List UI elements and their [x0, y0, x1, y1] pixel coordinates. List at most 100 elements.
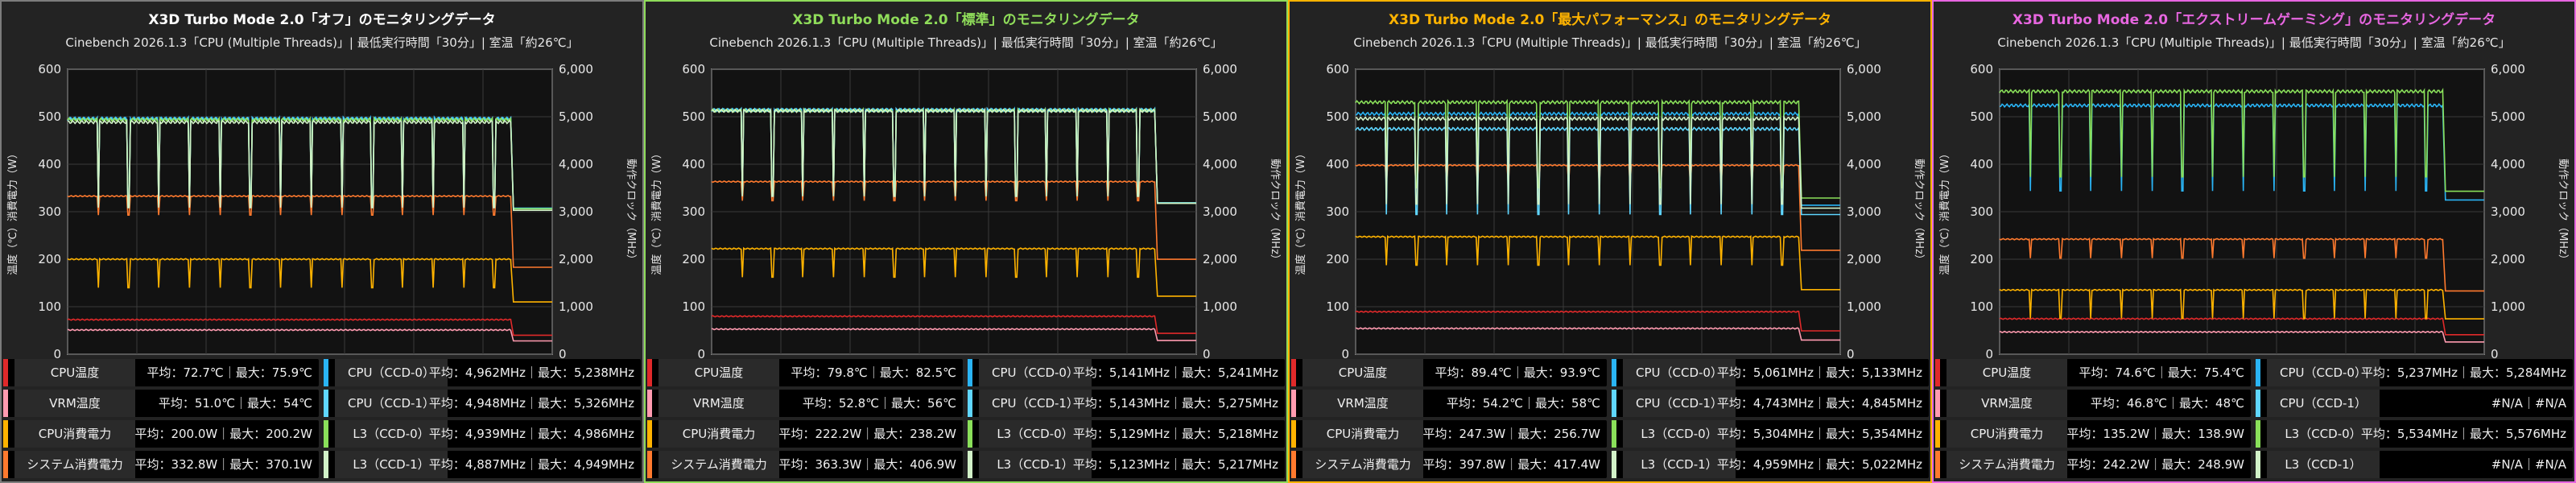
y-right-tick-label: 1,000 [559, 299, 593, 314]
stat-row-left: VRM温度 平均：52.8℃｜最大：56℃ [647, 390, 963, 417]
stat-row-right: CPU（CCD-1） 平均：4,948MHz｜最大：5,326MHz [324, 390, 641, 417]
y-left-tick-label: 100 [1326, 299, 1349, 314]
stat-value: 平均：222.2W｜最大：238.2W [778, 427, 956, 441]
y-left-tick-label: 100 [682, 299, 705, 314]
series-color-stripe [3, 390, 8, 417]
y-right-tick-label: 0 [2491, 347, 2499, 361]
stat-label: L3（CCD-0） [2267, 420, 2380, 448]
stat-label: システム消費電力 [1946, 451, 2067, 478]
stat-row-left: CPU温度 平均：74.6℃｜最大：75.4℃ [1935, 359, 2251, 386]
monitoring-panel: X3D Turbo Mode 2.0「標準」のモニタリングデータ Cinebenc… [644, 0, 1288, 483]
monitoring-panel: X3D Turbo Mode 2.0「最大パフォーマンス」のモニタリングデータ C… [1288, 0, 1932, 483]
stat-label: CPU（CCD-1） [979, 390, 1092, 417]
y-left-tick-label: 500 [38, 109, 61, 124]
y-left-tick-label: 400 [682, 157, 705, 171]
series-line-cpu-power [1355, 234, 1840, 291]
stat-value: 平均：79.8℃｜最大：82.5℃ [791, 365, 957, 380]
stat-row-right: L3（CCD-1） 平均：4,959MHz｜最大：5,022MHz [1612, 451, 1929, 478]
stat-value: 平均：4,948MHz｜最大：5,326MHz [428, 396, 634, 411]
panel-subtitle: Cinebench 2026.1.3「CPU (Multiple Threads… [1353, 35, 1867, 50]
y-right-tick-label: 6,000 [559, 62, 593, 76]
stat-row-right: CPU（CCD-0） 平均：5,237MHz｜最大：5,284MHz [2256, 359, 2573, 386]
stat-label: CPU（CCD-0） [979, 359, 1092, 386]
stat-row-left: CPU消費電力 平均：247.3W｜最大：256.7W [1291, 420, 1607, 448]
series-line-ccd0-clock [1355, 109, 1840, 206]
y-right-tick-label: 4,000 [1847, 157, 1881, 171]
series-line-l3-ccd0 [1355, 98, 1840, 199]
stat-value: 平均：54.2℃｜最大：58℃ [1446, 396, 1600, 411]
stat-value: 平均：397.8W｜最大：417.4W [1422, 457, 1600, 472]
series-color-stripe [968, 359, 972, 386]
stat-row-right: L3（CCD-0） 平均：5,129MHz｜最大：5,218MHz [968, 420, 1285, 448]
y-left-tick-label: 200 [682, 252, 705, 266]
stat-row-right: CPU（CCD-1） 平均：4,743MHz｜最大：4,845MHz [1612, 390, 1929, 417]
panel-subtitle: Cinebench 2026.1.3「CPU (Multiple Threads… [65, 35, 579, 50]
y-right-tick-label: 5,000 [559, 109, 593, 124]
stat-value: 平均：89.4℃｜最大：93.9℃ [1435, 365, 1601, 380]
y-left-tick-label: 200 [1970, 252, 1993, 266]
stat-value: 平均：4,939MHz｜最大：4,986MHz [428, 427, 634, 441]
series-color-stripe [1935, 359, 1940, 386]
y-right-tick-label: 5,000 [2491, 109, 2525, 124]
series-line-l3-ccd0 [1999, 88, 2484, 192]
stat-row-left: VRM温度 平均：51.0℃｜最大：54℃ [3, 390, 319, 417]
y-right-tick-label: 3,000 [2491, 204, 2525, 219]
series-color-stripe [2256, 359, 2260, 386]
y-left-tick-label: 500 [682, 109, 705, 124]
stat-label: CPU（CCD-1） [335, 390, 448, 417]
stat-value: 平均：52.8℃｜最大：56℃ [802, 396, 956, 411]
stat-value: 平均：5,061MHz｜最大：5,133MHz [1716, 365, 1922, 380]
series-line-cpu-power [67, 257, 552, 303]
stat-value: 平均：5,141MHz｜最大：5,241MHz [1072, 365, 1278, 380]
stat-row-left: VRM温度 平均：46.8℃｜最大：48℃ [1935, 390, 2251, 417]
series-line-vrm-temp [711, 328, 1196, 341]
stat-label: CPU（CCD-0） [2267, 359, 2380, 386]
stat-value: 平均：247.3W｜最大：256.7W [1422, 427, 1600, 441]
stat-label: L3（CCD-1） [2267, 451, 2380, 478]
series-line-system-power [67, 194, 552, 268]
y-right-tick-label: 1,000 [1847, 299, 1881, 314]
y-right-tick-label: 3,000 [1203, 204, 1237, 219]
y-right-tick-label: 6,000 [2491, 62, 2525, 76]
series-color-stripe [647, 390, 652, 417]
stat-label: システム消費電力 [1302, 451, 1423, 478]
y-right-axis-title: 動作クロック（MHz） [2557, 159, 2569, 265]
series-color-stripe [2256, 390, 2260, 417]
y-left-axis-title: 温度（℃）消費電力（W） [1294, 148, 1307, 275]
y-left-tick-label: 600 [682, 62, 705, 76]
stat-value: 平均：4,887MHz｜最大：4,949MHz [428, 457, 634, 472]
monitoring-chart: 0 100 200 300 400 500 600 0 1,000 2,000 3,000 4,000… [650, 62, 1281, 375]
stat-row-left: CPU消費電力 平均：200.0W｜最大：200.2W [3, 420, 319, 448]
stats-table: CPU温度 平均：72.7℃｜最大：75.9℃ VRM温度 平均：51.0℃｜最大：5… [2, 359, 642, 481]
series-line-l3-ccd1 [1355, 114, 1840, 209]
y-right-tick-label: 3,000 [559, 204, 593, 219]
y-right-tick-label: 5,000 [1847, 109, 1881, 124]
series-color-stripe [324, 451, 328, 478]
y-right-tick-label: 1,000 [1203, 299, 1237, 314]
stat-value: 平均：5,143MHz｜最大：5,275MHz [1072, 396, 1278, 411]
series-color-stripe [647, 451, 652, 478]
y-left-tick-label: 600 [1326, 62, 1349, 76]
series-line-system-power [711, 180, 1196, 260]
stat-value: 平均：5,237MHz｜最大：5,284MHz [2360, 365, 2566, 380]
series-color-stripe [1291, 390, 1296, 417]
y-right-tick-label: 0 [559, 347, 567, 361]
series-line-ccd1-clock [1355, 125, 1840, 216]
stat-label: CPU消費電力 [658, 420, 779, 448]
stat-label: システム消費電力 [14, 451, 135, 478]
stat-label: CPU（CCD-0） [335, 359, 448, 386]
series-line-vrm-temp [67, 328, 552, 342]
stat-label: L3（CCD-0） [335, 420, 448, 448]
series-line-cpu-temp [711, 315, 1196, 334]
y-left-tick-label: 200 [1326, 252, 1349, 266]
y-right-tick-label: 4,000 [2491, 157, 2525, 171]
y-left-tick-label: 300 [1326, 204, 1349, 219]
stat-row-left: CPU温度 平均：89.4℃｜最大：93.9℃ [1291, 359, 1607, 386]
series-color-stripe [2256, 451, 2260, 478]
series-color-stripe [968, 451, 972, 478]
series-line-vrm-temp [1355, 327, 1840, 341]
y-left-axis-title: 温度（℃）消費電力（W） [650, 148, 663, 275]
y-right-tick-label: 1,000 [2491, 299, 2525, 314]
panel-subtitle: Cinebench 2026.1.3「CPU (Multiple Threads… [1997, 35, 2511, 50]
